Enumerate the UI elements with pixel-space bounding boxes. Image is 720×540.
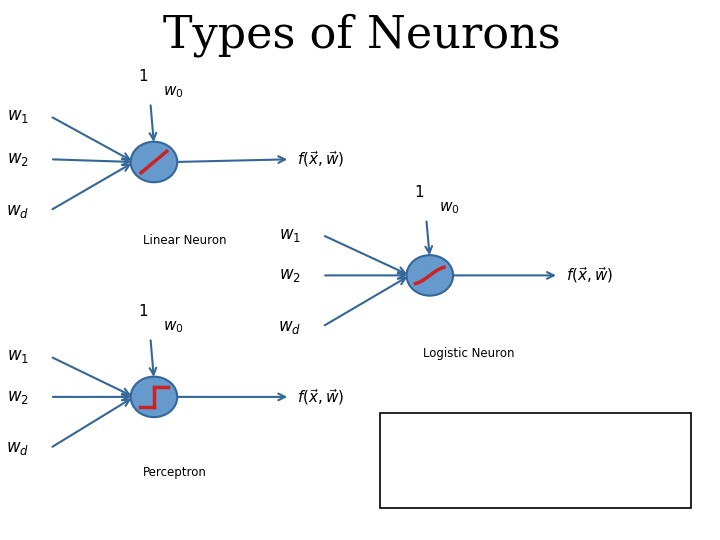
Text: $f(\vec{x},\vec{w})$: $f(\vec{x},\vec{w})$: [297, 150, 344, 169]
Text: $w_d$: $w_d$: [6, 201, 29, 220]
Text: $f(\vec{x},\vec{w})$: $f(\vec{x},\vec{w})$: [566, 266, 613, 285]
Text: $w_2$: $w_2$: [6, 388, 29, 406]
FancyBboxPatch shape: [379, 413, 691, 508]
Ellipse shape: [407, 255, 453, 295]
Text: $w_d$: $w_d$: [278, 318, 301, 336]
Text: $w_0$: $w_0$: [163, 319, 184, 335]
Text: $w_1$: $w_1$: [6, 107, 29, 125]
Text: Logistic Neuron: Logistic Neuron: [423, 347, 514, 360]
Text: $f(\vec{x},\vec{w})$: $f(\vec{x},\vec{w})$: [297, 387, 344, 407]
Ellipse shape: [131, 141, 177, 183]
Text: 1: 1: [138, 303, 148, 319]
Text: $w_d$: $w_d$: [6, 439, 29, 457]
Text: Perceptron: Perceptron: [143, 466, 207, 479]
Text: $w_1$: $w_1$: [279, 226, 301, 244]
Text: $w_2$: $w_2$: [6, 150, 29, 168]
Text: 1: 1: [138, 69, 148, 84]
Text: $w_0$: $w_0$: [439, 200, 460, 216]
Text: Types of Neurons: Types of Neurons: [163, 14, 561, 57]
Text: $w_2$: $w_2$: [279, 266, 301, 285]
Ellipse shape: [131, 377, 177, 417]
Text: Linear Neuron: Linear Neuron: [143, 234, 227, 247]
Text: $w_0$: $w_0$: [163, 84, 184, 100]
Text: Potentially more.  Require a convex

loss function for gradient descent training: Potentially more. Require a convex loss …: [409, 423, 662, 487]
Text: $w_1$: $w_1$: [6, 347, 29, 366]
Text: 1: 1: [414, 185, 424, 200]
